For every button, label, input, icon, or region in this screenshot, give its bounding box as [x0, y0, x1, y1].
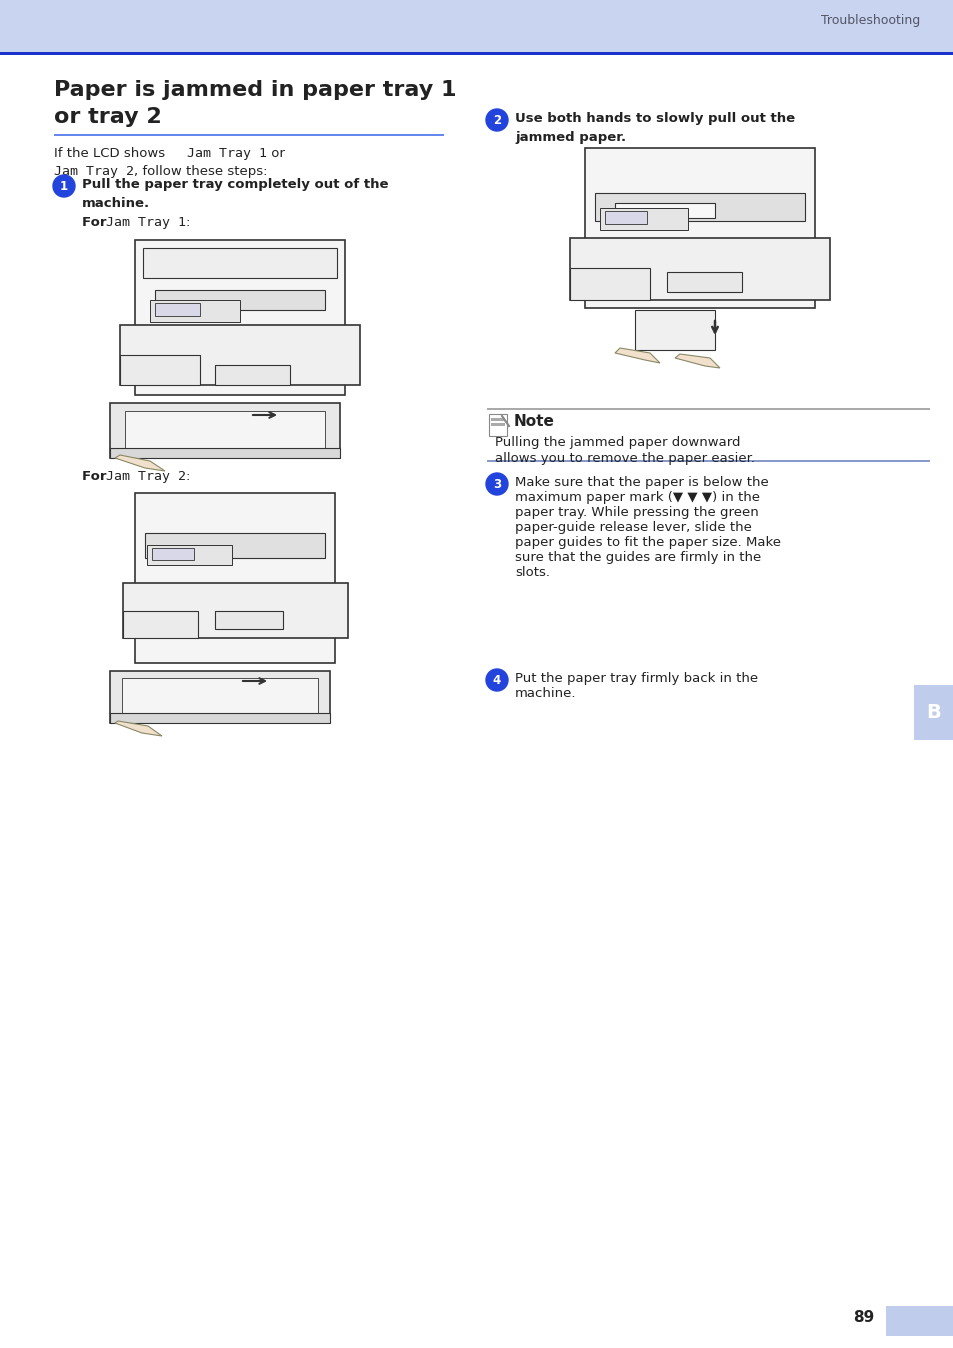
Bar: [120, 355, 200, 386]
Bar: [154, 290, 325, 310]
Bar: [599, 208, 687, 231]
Bar: [604, 212, 646, 224]
Text: 4: 4: [493, 674, 500, 686]
Bar: [595, 193, 804, 221]
Bar: [135, 240, 345, 395]
Bar: [110, 671, 330, 723]
Bar: [491, 418, 504, 421]
Bar: [486, 460, 929, 461]
Text: or tray 2: or tray 2: [54, 106, 162, 127]
Text: Jam Tray 2: Jam Tray 2: [106, 470, 186, 483]
Text: 89: 89: [852, 1310, 873, 1325]
Bar: [214, 611, 283, 630]
Text: :: :: [186, 216, 191, 229]
Text: 2: 2: [493, 113, 500, 127]
Text: or: or: [267, 147, 285, 160]
Bar: [666, 272, 741, 293]
Bar: [0, 0, 953, 53]
Text: jammed paper.: jammed paper.: [515, 131, 625, 144]
Text: If the LCD shows: If the LCD shows: [54, 147, 170, 160]
Polygon shape: [615, 348, 659, 363]
Bar: [122, 678, 317, 716]
Text: 3: 3: [493, 477, 500, 491]
Polygon shape: [675, 355, 720, 368]
Bar: [120, 325, 359, 386]
Text: Jam Tray 1: Jam Tray 1: [106, 216, 186, 229]
Bar: [110, 448, 339, 458]
Polygon shape: [115, 721, 162, 736]
Text: allows you to remove the paper easier.: allows you to remove the paper easier.: [495, 452, 754, 465]
Bar: [147, 545, 232, 565]
Circle shape: [53, 175, 75, 197]
Polygon shape: [115, 456, 165, 470]
Bar: [123, 611, 198, 638]
Text: Jam Tray 1: Jam Tray 1: [187, 147, 267, 160]
Circle shape: [485, 109, 507, 131]
Text: 1: 1: [60, 179, 68, 193]
Bar: [569, 239, 829, 301]
Text: Use both hands to slowly pull out the: Use both hands to slowly pull out the: [515, 112, 794, 125]
Bar: [635, 310, 714, 350]
Text: For: For: [82, 470, 111, 483]
Circle shape: [485, 669, 507, 692]
Bar: [913, 685, 953, 740]
Text: Paper is jammed in paper tray 1: Paper is jammed in paper tray 1: [54, 80, 456, 100]
Bar: [125, 411, 325, 450]
Bar: [615, 204, 714, 218]
Bar: [152, 549, 193, 559]
Text: Troubleshooting: Troubleshooting: [820, 13, 919, 27]
Text: Pulling the jammed paper downward: Pulling the jammed paper downward: [495, 435, 740, 449]
Text: Jam Tray 2: Jam Tray 2: [54, 164, 133, 178]
Bar: [110, 713, 330, 723]
Bar: [885, 1306, 953, 1336]
Bar: [143, 248, 336, 278]
Bar: [123, 582, 348, 638]
Bar: [214, 365, 290, 386]
Text: Pull the paper tray completely out of the: Pull the paper tray completely out of th…: [82, 178, 388, 191]
Text: For: For: [82, 216, 111, 229]
Bar: [486, 408, 929, 410]
Bar: [491, 423, 504, 426]
Bar: [145, 532, 325, 558]
Bar: [489, 414, 506, 435]
Bar: [584, 148, 814, 307]
Bar: [110, 403, 339, 458]
Text: Put the paper tray firmly back in the
machine.: Put the paper tray firmly back in the ma…: [515, 673, 758, 700]
Text: , follow these steps:: , follow these steps:: [133, 164, 267, 178]
Bar: [569, 268, 649, 301]
Text: Make sure that the paper is below the
maximum paper mark (▼ ▼ ▼) in the
paper tr: Make sure that the paper is below the ma…: [515, 476, 781, 580]
Bar: [0, 53, 953, 55]
Text: B: B: [925, 704, 941, 723]
Text: Note: Note: [514, 414, 555, 429]
Bar: [54, 133, 443, 136]
Circle shape: [485, 473, 507, 495]
Bar: [154, 303, 200, 315]
Text: :: :: [186, 470, 191, 483]
Text: machine.: machine.: [82, 197, 150, 210]
Bar: [150, 301, 240, 322]
Bar: [135, 493, 335, 663]
